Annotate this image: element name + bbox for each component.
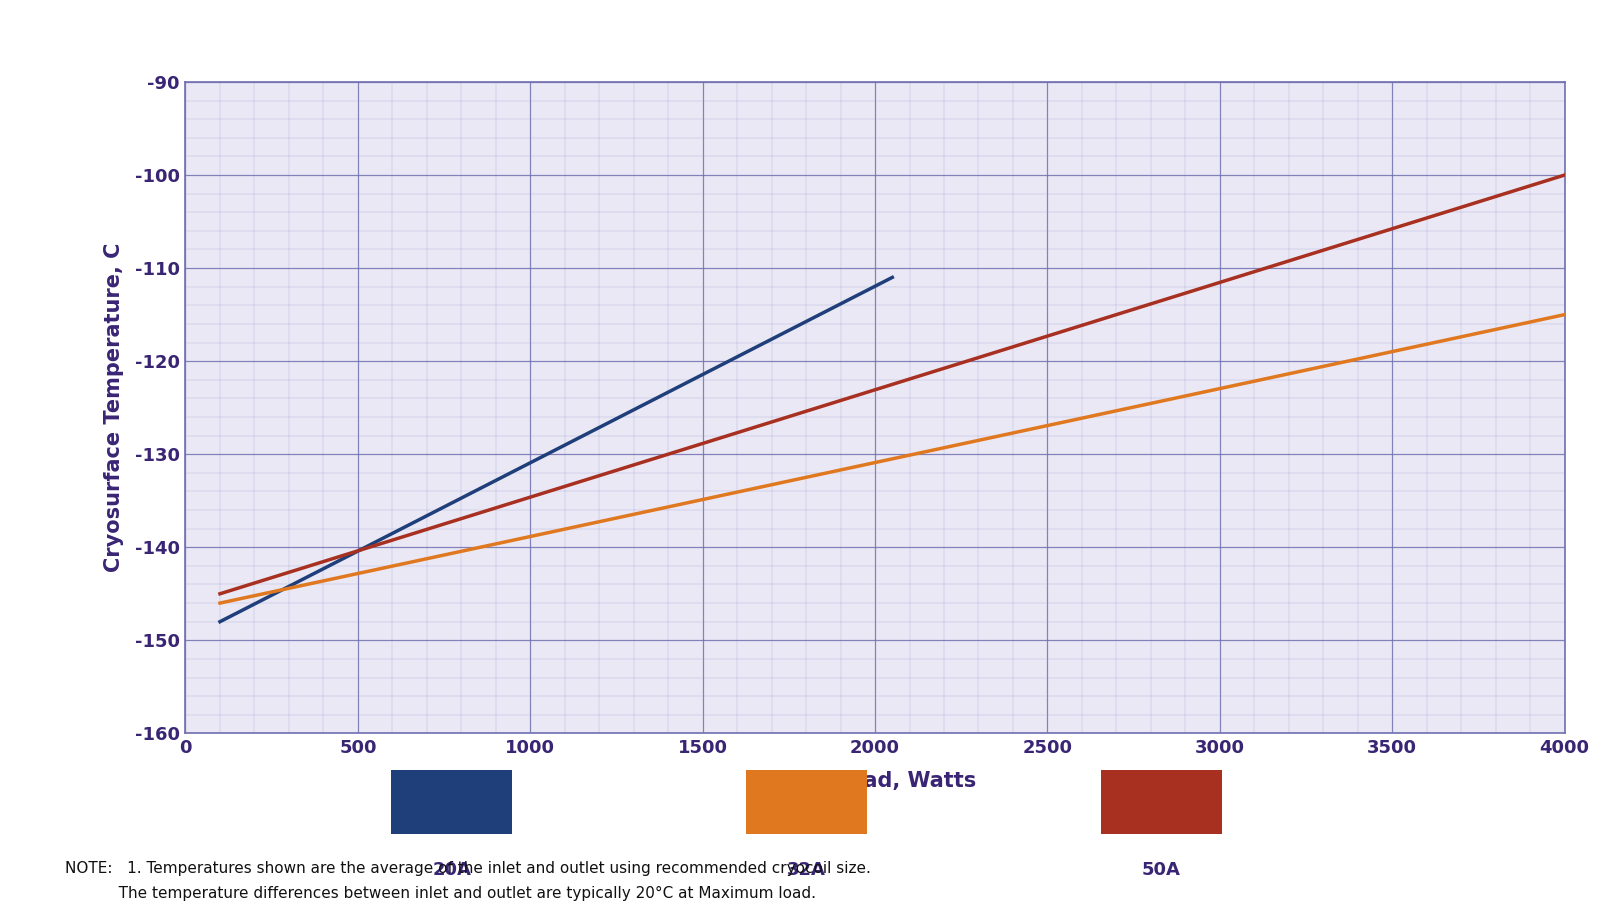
Y-axis label: Cryosurface Temperature, C: Cryosurface Temperature, C (103, 243, 124, 572)
X-axis label: Heat Load, Watts: Heat Load, Watts (773, 771, 977, 791)
Text: NOTE:   1. Temperatures shown are the average of the inlet and outlet using reco: NOTE: 1. Temperatures shown are the aver… (65, 861, 871, 875)
Text: Comparison of Average Temperature (A) and Cryosurface Temperature vs. Heat Load : Comparison of Average Temperature (A) an… (168, 26, 1445, 51)
Text: 50A: 50A (1142, 861, 1181, 879)
Text: The temperature differences between inlet and outlet are typically 20°C at Maxim: The temperature differences between inle… (65, 885, 816, 900)
Text: 20A: 20A (432, 861, 471, 879)
Text: 32A: 32A (787, 861, 826, 879)
